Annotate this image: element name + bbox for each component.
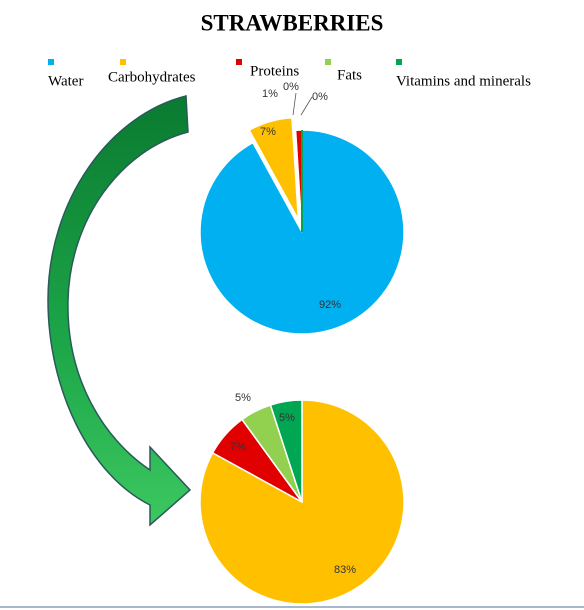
data-label: 1% [262,88,278,100]
legend-label: Fats [337,67,362,83]
pie-slice [199,129,405,335]
legend-swatch [396,59,402,65]
leader-line [300,96,313,116]
legend-label: Vitamins and minerals [396,73,531,89]
arrow [47,95,192,527]
data-label: 7% [260,126,276,138]
legend-swatch [236,59,242,65]
data-label: 5% [279,412,295,424]
data-label: 7% [230,441,246,453]
pie-slice [248,116,300,220]
data-label: 83% [334,564,356,576]
leader-line [292,92,297,116]
legend-swatch [48,59,54,65]
legend-label: Proteins [250,63,299,79]
legend-swatch [120,59,126,65]
legend-label: Carbohydrates [108,69,196,85]
data-label: 0% [312,91,328,103]
pie-slice [269,399,303,503]
data-label: 0% [283,81,299,93]
data-label: 5% [235,392,251,404]
data-label: 92% [319,299,341,311]
legend-swatch [325,59,331,65]
pie-slice [199,399,405,605]
legend-label: Water [48,73,83,89]
chart-title: STRAWBERRIES [201,10,384,35]
